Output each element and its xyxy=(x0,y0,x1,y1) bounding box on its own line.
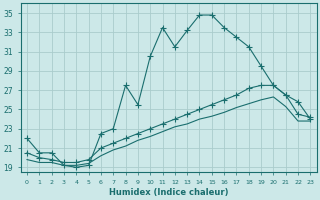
X-axis label: Humidex (Indice chaleur): Humidex (Indice chaleur) xyxy=(109,188,228,197)
